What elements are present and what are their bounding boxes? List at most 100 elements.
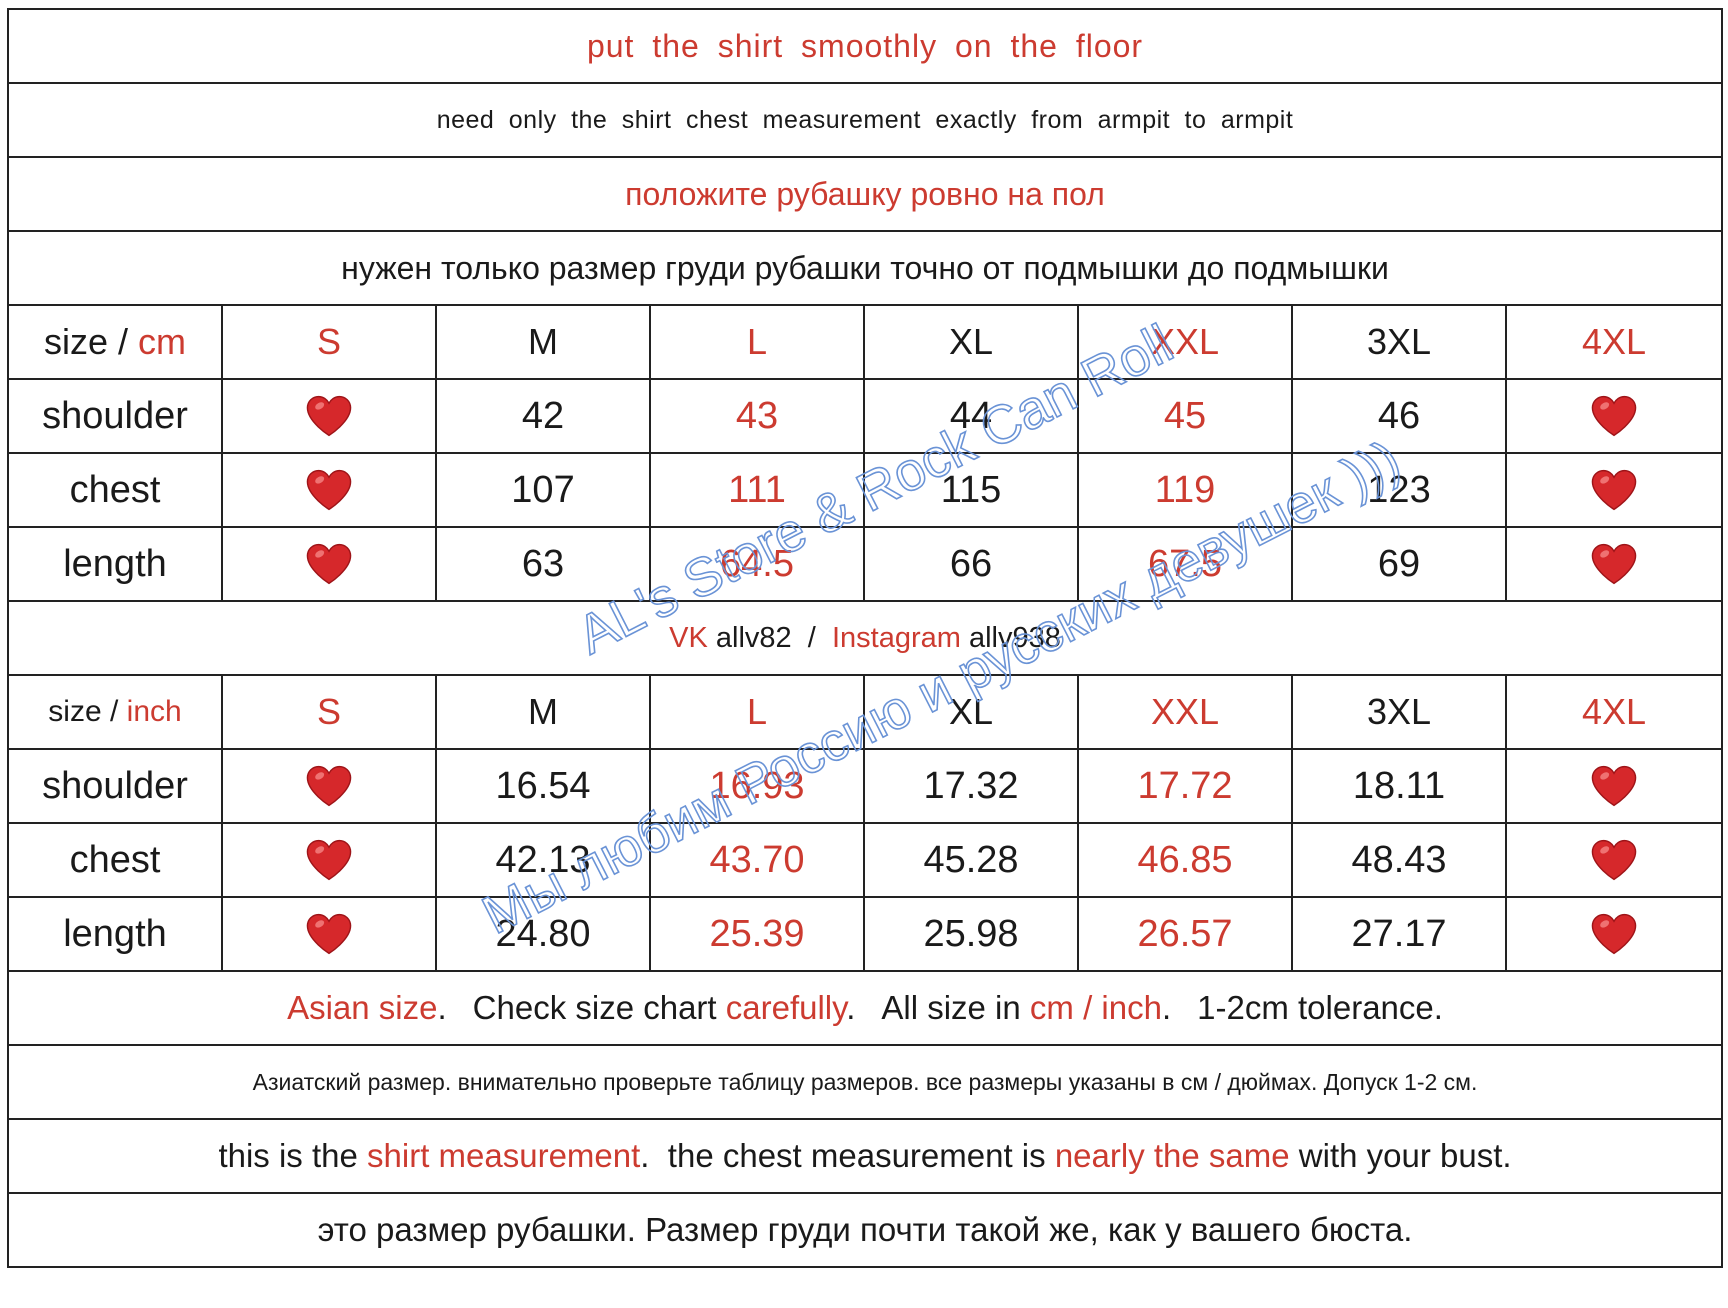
value-cell-l: 16.93 — [649, 748, 865, 824]
inch-row-chest: chest 42.13 43.70 45.28 46.85 48.43 — [7, 822, 1724, 898]
inch-header-row: size / inch S M L XL XXL 3XL 4XL — [7, 674, 1724, 750]
note-dot: . — [1161, 989, 1172, 1026]
value-cell-3xl: 27.17 — [1291, 896, 1507, 972]
measurement-note-part-3: . the chest measurement is — [640, 1137, 1055, 1174]
ru-notice: Азиатский размер. внимательно проверьте … — [6, 1044, 1724, 1120]
measurement-label: shoulder — [7, 378, 223, 454]
size-header-xl: XL — [863, 304, 1079, 380]
size-header-xxl: XXL — [1077, 304, 1293, 380]
instruction-en-2: need only the shirt chest measurement ex… — [6, 82, 1724, 158]
asian-size-note: Asian size. Check size chart carefully. Al… — [6, 970, 1724, 1046]
note-row-ru: Азиатский размер. внимательно проверьте … — [6, 1044, 1724, 1120]
value-cell-xxl: 26.57 — [1077, 896, 1293, 972]
heart-icon — [1504, 526, 1724, 602]
unit-header-unit: inch — [126, 695, 182, 728]
contact-info: VK allv82 / Instagram allv938 — [6, 600, 1724, 676]
heart-icon — [1504, 378, 1724, 454]
value-cell-xl: 44 — [863, 378, 1079, 454]
measurement-label: shoulder — [7, 748, 223, 824]
cm-header-row: size / cm S M L XL XXL 3XL 4XL — [7, 304, 1724, 380]
measurement-note-part-5: with your bust. — [1289, 1137, 1512, 1174]
size-header-s: S — [221, 674, 437, 750]
unit-header-unit: cm — [138, 321, 187, 362]
check-chart-text: Check size chart — [472, 989, 726, 1026]
value-cell-m: 16.54 — [435, 748, 651, 824]
unit-header-prefix: size / — [43, 321, 139, 362]
heart-icon — [221, 748, 437, 824]
header-row-1: put the shirt smoothly on the floor — [6, 8, 1724, 84]
heart-icon — [221, 452, 437, 528]
value-cell-m: 42.13 — [435, 822, 651, 898]
value-cell-3xl: 18.11 — [1291, 748, 1507, 824]
value-cell-m: 42 — [435, 378, 651, 454]
heart-icon — [1504, 822, 1724, 898]
instagram-handle: allv938 — [960, 621, 1061, 654]
note-dot: . — [437, 989, 447, 1026]
value-cell-3xl: 48.43 — [1291, 822, 1507, 898]
value-cell-l: 43 — [649, 378, 865, 454]
note-row-asian-size: Asian size. Check size chart carefully. Al… — [6, 970, 1724, 1046]
value-cell-m: 24.80 — [435, 896, 651, 972]
vk-label: VK — [669, 621, 708, 654]
heart-icon — [221, 822, 437, 898]
note-row-ru-last: это размер рубашки. Размер груди почти т… — [6, 1192, 1724, 1268]
heart-icon — [221, 896, 437, 972]
header-row-3: положите рубашку ровно на пол — [6, 156, 1724, 232]
cm-row-shoulder: shoulder 42 43 44 45 46 — [7, 378, 1724, 454]
size-header-4xl: 4XL — [1504, 674, 1724, 750]
header-row-4: нужен только размер груди рубашки точно … — [6, 230, 1724, 306]
instruction-ru-2: нужен только размер груди рубашки точно … — [6, 230, 1724, 306]
inch-unit-header: size / inch — [7, 674, 223, 750]
instruction-en-1: put the shirt smoothly on the floor — [6, 8, 1724, 84]
value-cell-l: 111 — [649, 452, 865, 528]
size-header-l: L — [649, 674, 865, 750]
inch-row-shoulder: shoulder 16.54 16.93 17.32 17.72 18.11 — [7, 748, 1724, 824]
value-cell-xxl: 45 — [1077, 378, 1293, 454]
inch-row-length: length 24.80 25.39 25.98 26.57 27.17 — [7, 896, 1724, 972]
ru-measurement-note: это размер рубашки. Размер груди почти т… — [6, 1192, 1724, 1268]
value-cell-xxl: 67.5 — [1077, 526, 1293, 602]
size-chart-table: put the shirt smoothly on the floor need… — [6, 8, 1724, 1268]
value-cell-xl: 66 — [863, 526, 1079, 602]
unit-header-prefix: size / — [48, 695, 127, 728]
carefully-text: carefully — [725, 989, 847, 1026]
value-cell-3xl: 123 — [1291, 452, 1507, 528]
header-row-2: need only the shirt chest measurement ex… — [6, 82, 1724, 158]
value-cell-m: 63 — [435, 526, 651, 602]
vk-handle: allv82 / — [707, 621, 832, 654]
value-cell-xl: 115 — [863, 452, 1079, 528]
size-header-xl: XL — [863, 674, 1079, 750]
size-header-m: M — [435, 674, 651, 750]
size-header-s: S — [221, 304, 437, 380]
measurement-note-part-2: shirt measurement — [367, 1137, 641, 1174]
units-text: cm / inch — [1029, 989, 1162, 1026]
instruction-ru-1: положите рубашку ровно на пол — [6, 156, 1724, 232]
heart-icon — [1504, 452, 1724, 528]
measurement-label: chest — [7, 452, 223, 528]
heart-icon — [221, 378, 437, 454]
measurement-label: length — [7, 526, 223, 602]
note-dot: . — [846, 989, 856, 1026]
value-cell-xl: 25.98 — [863, 896, 1079, 972]
value-cell-xl: 17.32 — [863, 748, 1079, 824]
size-header-3xl: 3XL — [1291, 674, 1507, 750]
value-cell-l: 64.5 — [649, 526, 865, 602]
all-size-text: All size in — [881, 989, 1030, 1026]
value-cell-3xl: 46 — [1291, 378, 1507, 454]
measurement-label: length — [7, 896, 223, 972]
size-header-3xl: 3XL — [1291, 304, 1507, 380]
measurement-note-part-1: this is the — [218, 1137, 368, 1174]
cm-row-length: length 63 64.5 66 67.5 69 — [7, 526, 1724, 602]
measurement-label: chest — [7, 822, 223, 898]
value-cell-xxl: 17.72 — [1077, 748, 1293, 824]
cm-unit-header: size / cm — [7, 304, 223, 380]
measurement-note-part-4: nearly the same — [1054, 1137, 1290, 1174]
size-header-l: L — [649, 304, 865, 380]
measurement-note: this is the shirt measurement. the chest… — [6, 1118, 1724, 1194]
contact-row: VK allv82 / Instagram allv938 — [6, 600, 1724, 676]
heart-icon — [1504, 748, 1724, 824]
value-cell-3xl: 69 — [1291, 526, 1507, 602]
tolerance-text: 1-2cm tolerance. — [1197, 989, 1443, 1026]
size-header-m: M — [435, 304, 651, 380]
size-header-4xl: 4XL — [1504, 304, 1724, 380]
